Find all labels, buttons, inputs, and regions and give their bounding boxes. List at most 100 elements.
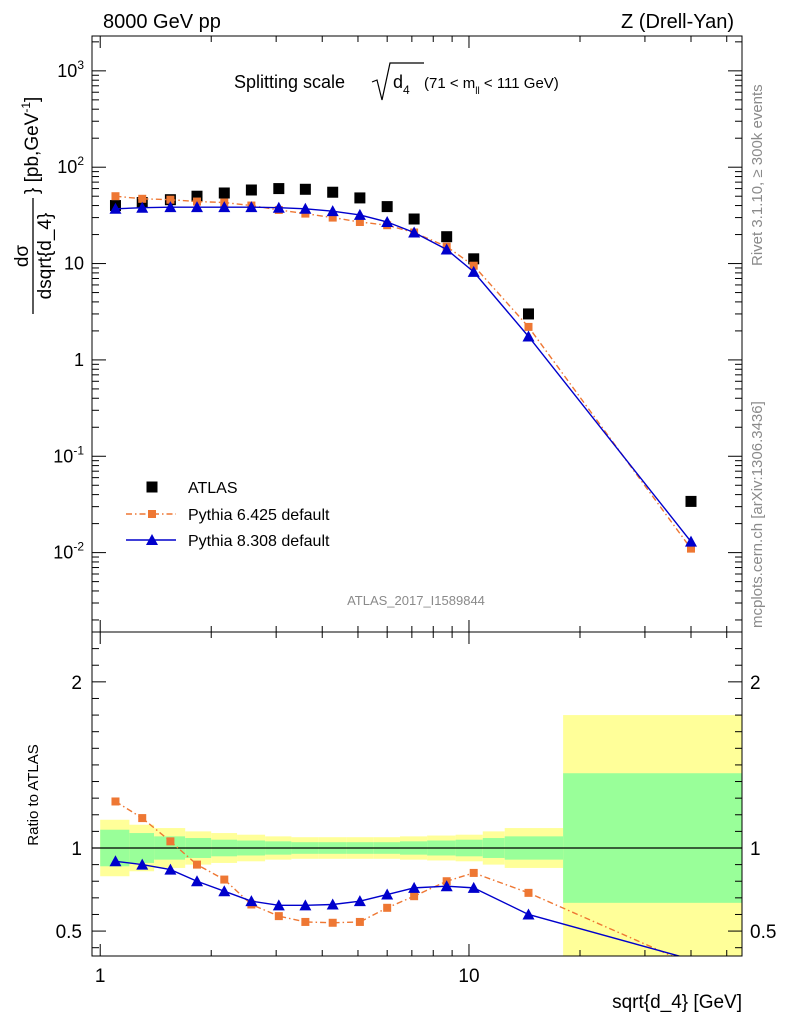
ratio-data-point (383, 903, 392, 912)
data-point (522, 308, 534, 320)
ylabel-denominator: dsqrt{d_4} (35, 213, 56, 300)
mcplots-reference-text: mcplots.cern.ch [arXiv:1306.3436] (749, 401, 766, 628)
data-point (272, 201, 285, 213)
legend-marker (146, 481, 158, 493)
data-point (467, 265, 480, 277)
data-point (441, 231, 453, 243)
ratio-data-point (328, 918, 337, 927)
ratio-data-point (192, 860, 201, 869)
legend-marker (148, 510, 156, 518)
data-point (524, 322, 533, 331)
stat-uncertainty-band (563, 773, 742, 903)
legend: ATLAS Pythia 6.425 default Pythia 8.308 de… (126, 480, 330, 550)
series-line (115, 206, 692, 543)
data-point (353, 208, 366, 220)
data-point (469, 261, 478, 270)
ratio-y-tick-label-right: 2 (750, 673, 761, 694)
ratio-y-tick-label: 0.5 (56, 922, 82, 943)
data-point (138, 194, 147, 203)
header-left: 8000 GeV pp (103, 11, 221, 33)
ratio-data-point (353, 895, 366, 907)
ratio-series-line (115, 800, 674, 956)
ylabel-unit: } [pb,GeV-1] (19, 97, 43, 194)
data-point (408, 226, 421, 238)
data-point (326, 205, 339, 217)
ratio-data-point (109, 855, 122, 867)
analysis-tag: ATLAS_2017_I1589844 (347, 593, 485, 608)
data-point (164, 201, 177, 213)
ratio-data-point (522, 908, 535, 920)
y-tick-label: 10-1 (53, 443, 84, 466)
data-point (136, 201, 149, 213)
legend-label: ATLAS (188, 480, 238, 497)
ratio-y-tick-label-right: 1 (750, 839, 761, 860)
legend-marker (146, 534, 158, 545)
legend-label: Pythia 6.425 default (188, 507, 330, 524)
ratio-data-point (355, 917, 364, 926)
plot-title-variable-sub: 4 (403, 83, 410, 97)
header-right: Z (Drell-Yan) (621, 11, 734, 33)
plot-title: Splitting scale d 4 (71 < mll < 111 GeV) (234, 62, 559, 101)
x-tick-label: 10 (458, 966, 479, 987)
data-point (327, 186, 339, 198)
ratio-y-tick-label-right: 0.5 (750, 922, 776, 943)
ratio-axes-group: 0.5 1 2 0.5 1 2 1 10 (56, 631, 776, 987)
series-line (115, 195, 692, 550)
y-tick-label: 102 (57, 154, 84, 177)
ratio-series-line (115, 860, 682, 956)
data-point (408, 213, 420, 225)
y-tick-label: 1 (74, 350, 84, 370)
ratio-data-point (469, 868, 478, 877)
data-point (109, 202, 122, 214)
data-point (684, 535, 697, 547)
data-point (111, 192, 120, 201)
main-y-axis-label: dσ dsqrt{d_4} } [pb,GeV-1] (12, 97, 56, 314)
main-axes-group: 10-2 10-1 1 10 102 103 (53, 35, 743, 633)
ratio-data-point (381, 888, 394, 900)
ratio-data-point (272, 899, 285, 911)
ratio-series-group (109, 797, 682, 956)
data-point (218, 201, 231, 213)
y-tick-label: 10-2 (53, 540, 84, 563)
ratio-data-point (524, 888, 533, 897)
ratio-plot-frame (91, 631, 743, 957)
ratio-series-clipped (109, 797, 682, 956)
ratio-data-point (164, 863, 177, 875)
plot-title-variable: d (393, 72, 403, 92)
data-point (355, 217, 364, 226)
data-point (245, 184, 257, 196)
ratio-data-point (190, 875, 203, 887)
ratio-data-point (467, 881, 480, 893)
data-point (354, 192, 366, 204)
ylabel-numerator: dσ (12, 245, 33, 268)
ratio-y-axis-label: Ratio to ATLAS (25, 744, 42, 845)
data-point (686, 544, 695, 553)
plot-title-range: (71 < mll < 111 GeV) (424, 75, 559, 97)
data-point (191, 190, 203, 202)
data-point (685, 495, 697, 507)
ratio-data-point (136, 858, 149, 870)
data-point (166, 195, 175, 204)
data-point (328, 213, 337, 222)
data-point (440, 243, 453, 255)
data-point (273, 183, 285, 195)
plot-title-main: Splitting scale (234, 72, 345, 92)
ratio-data-point (166, 837, 175, 846)
ratio-data-point (410, 892, 419, 901)
sqrt-symbol (371, 62, 424, 101)
ratio-data-point (274, 912, 283, 921)
ratio-data-point (299, 899, 312, 911)
data-point (381, 201, 393, 213)
x-tick-label: 1 (95, 966, 106, 987)
ratio-data-point (111, 797, 120, 806)
ratio-data-point (408, 881, 421, 893)
data-point (381, 215, 394, 227)
ratio-data-point (326, 898, 339, 910)
data-point (218, 187, 230, 199)
ratio-uncertainty-bands (92, 715, 742, 956)
ratio-data-point (138, 814, 147, 823)
legend-label: Pythia 8.308 default (188, 533, 330, 550)
rivet-version-text: Rivet 3.1.10, ≥ 300k events (749, 84, 766, 266)
data-point (299, 202, 312, 214)
